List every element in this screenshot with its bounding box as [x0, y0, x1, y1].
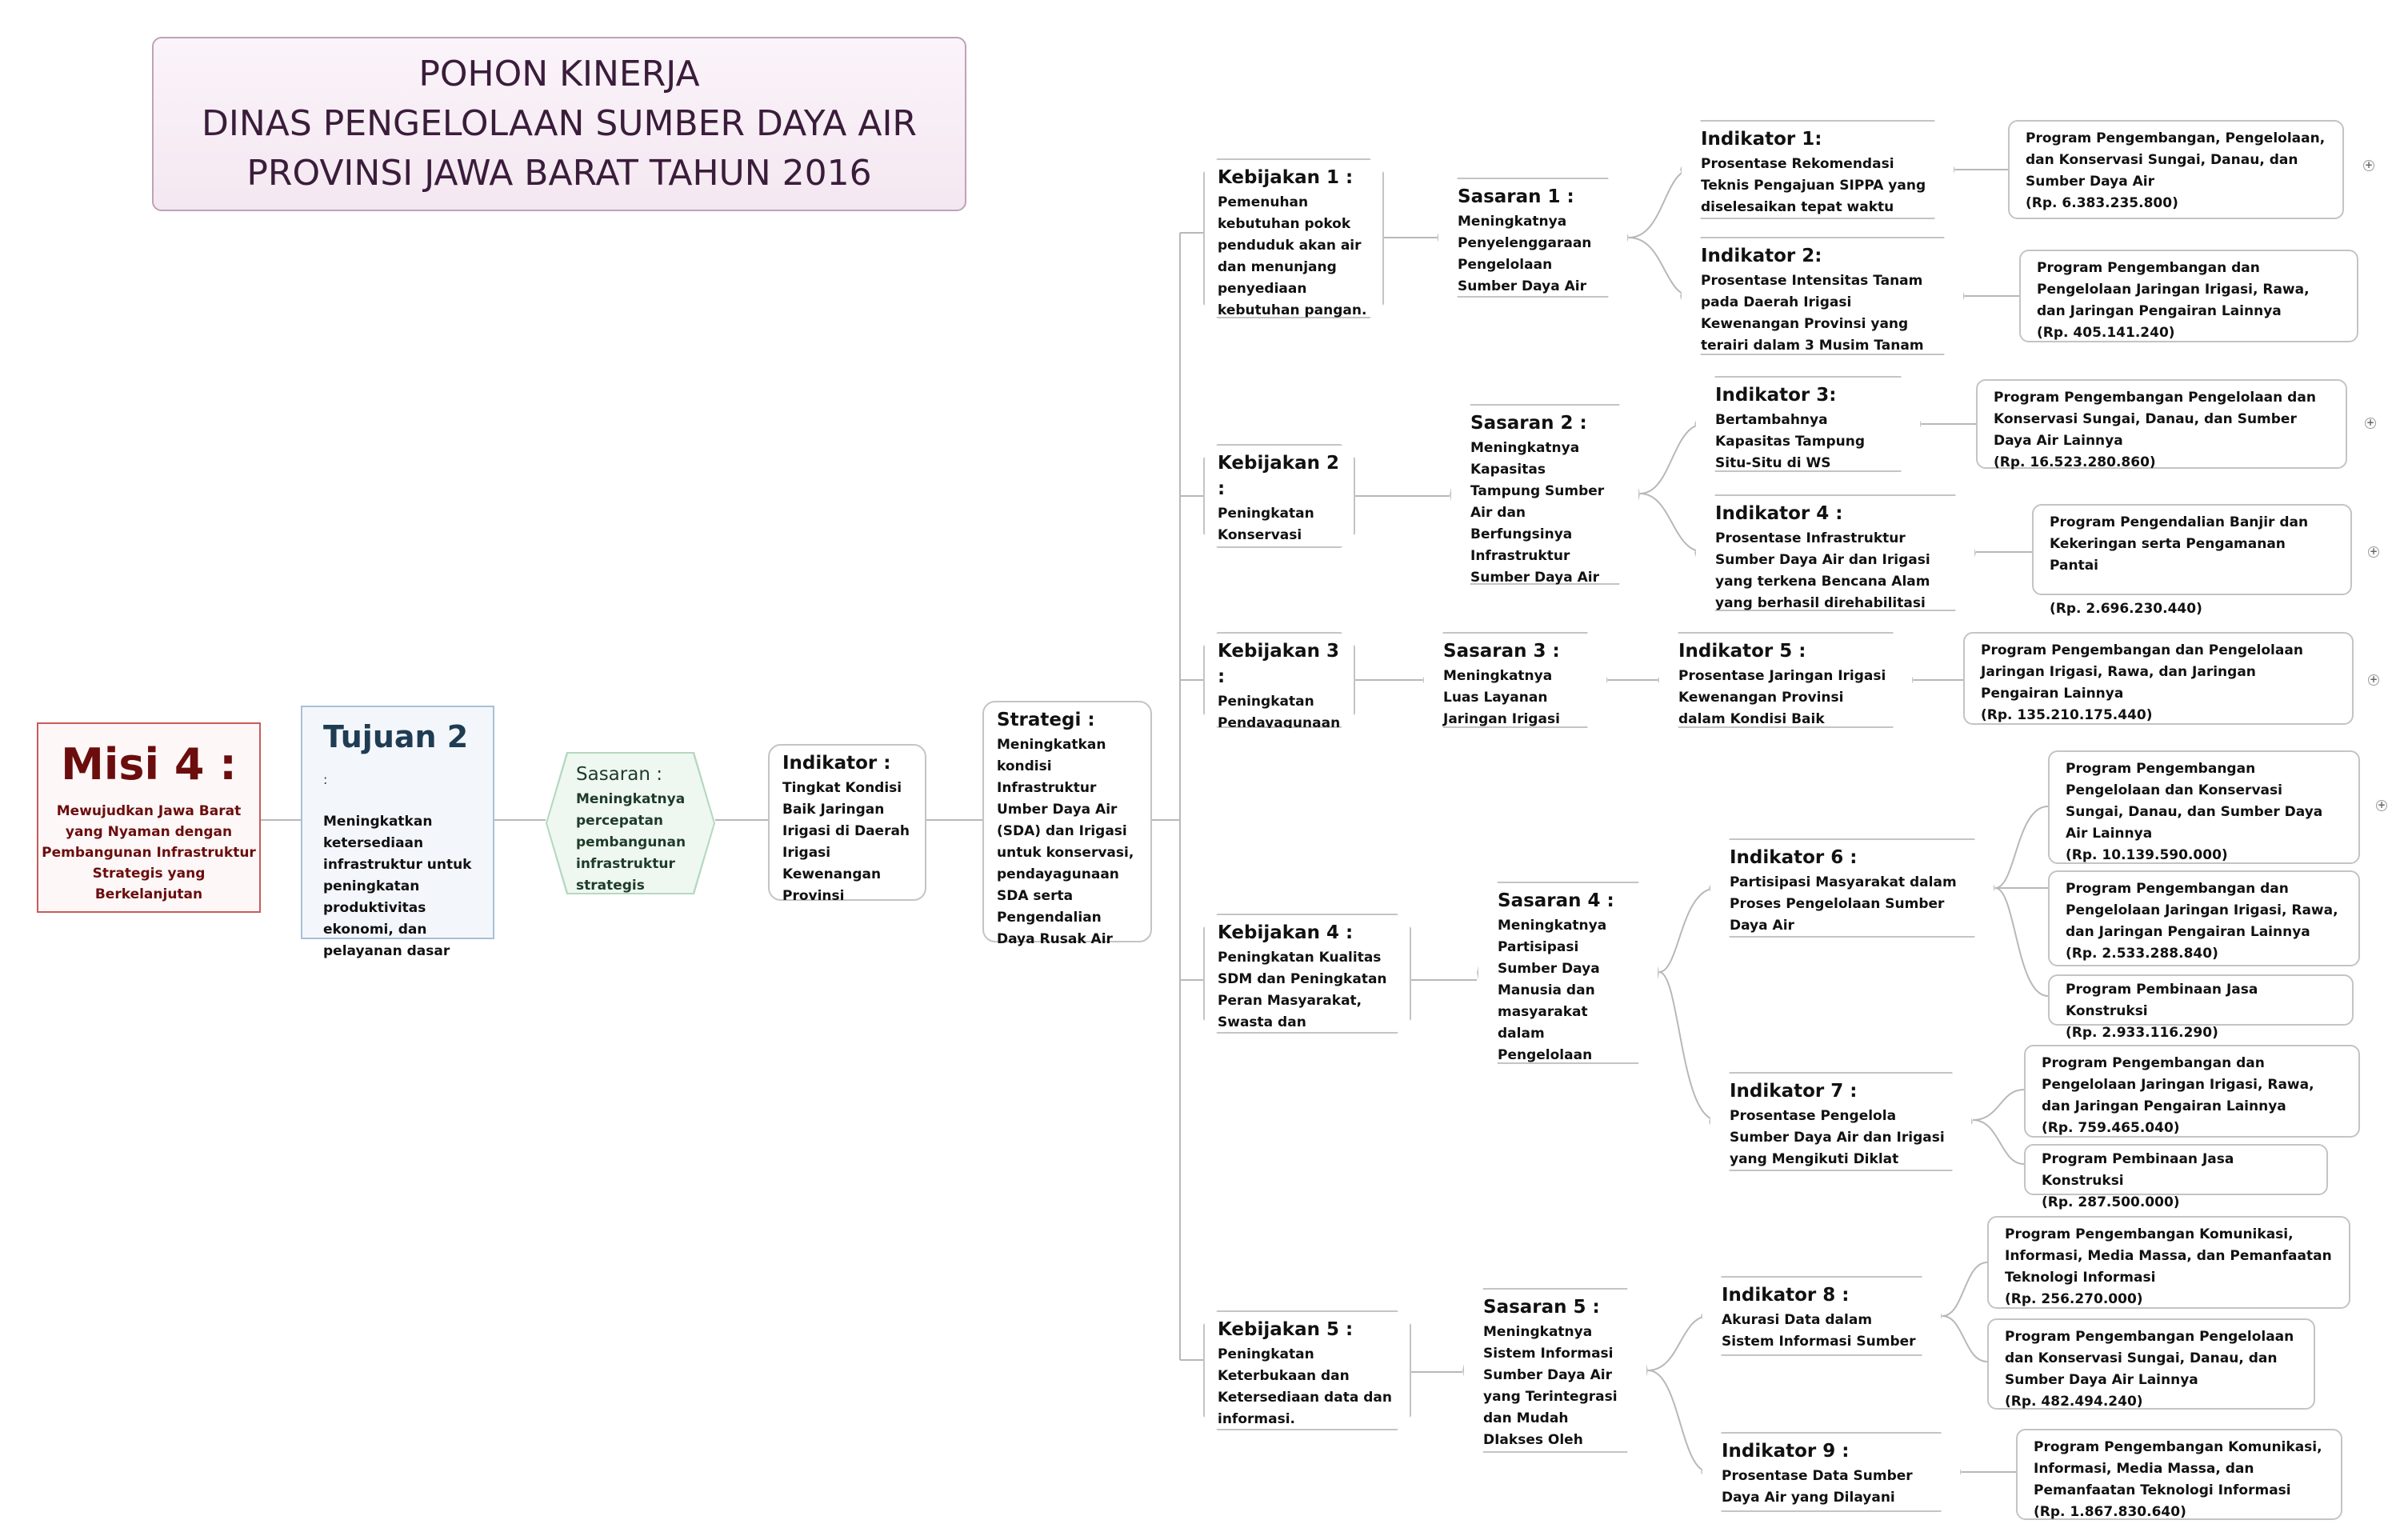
program-node: Program Pengembangan Pengelolaan dan Kon…: [1976, 379, 2347, 470]
tujuan-heading: Tujuan 2 :: [323, 719, 469, 787]
indikator-node: Indikator : Tingkat Kondisi Baik Jaringa…: [768, 744, 926, 904]
program-node: Program Pengembangan Komunikasi, Informa…: [1987, 1216, 2350, 1309]
program-node: Program Pengembangan dan Pengelolaan Jar…: [2048, 870, 2360, 966]
misi-heading: Misi 4 :: [61, 739, 237, 790]
expand-icon[interactable]: +: [2376, 799, 2387, 811]
kebijakan-1-node: Kebijakan 1 : Pemenuhan kebutuhan pokok …: [1203, 158, 1384, 318]
indikator-9-node: Indikator 9 : Prosentase Data Sumber Day…: [1701, 1432, 1962, 1512]
kebijakan-5-node: Kebijakan 5 : Peningkatan Keterbukaan da…: [1203, 1310, 1411, 1430]
kebijakan-3-node: Kebijakan 3 : Peningkatan Pendayagunaan …: [1203, 632, 1355, 728]
tujuan-text: Meningkatkan ketersediaan infrastruktur …: [323, 814, 472, 959]
diagram-title: POHON KINERJA DINAS PENGELOLAAN SUMBER D…: [152, 37, 966, 211]
sasaran-5-node: Sasaran 5 : Meningkatnya Sistem Informas…: [1462, 1288, 1648, 1453]
misi-text: Mewujudkan Jawa Barat yang Nyaman dengan…: [42, 803, 256, 902]
program-node: Program Pengendalian Banjir dan Kekering…: [2032, 504, 2352, 617]
tujuan-node: Tujuan 2 : Meningkatkan ketersediaan inf…: [301, 706, 494, 959]
program-node: Program Pengembangan dan Pengelolaan Jar…: [1963, 632, 2354, 725]
title-line-2: DINAS PENGELOLAAN SUMBER DAYA AIR: [202, 103, 917, 144]
expand-icon[interactable]: +: [2368, 546, 2379, 558]
expand-icon[interactable]: +: [2363, 159, 2374, 171]
indikator-4-node: Indikator 4 : Prosentase Infrastruktur S…: [1694, 494, 1976, 611]
title-line-1: POHON KINERJA: [418, 54, 700, 94]
program-node: Program Pengembangan dan Pengelolaan Jar…: [2019, 250, 2358, 342]
sasaran-1-node: Sasaran 1 : Meningkatnya Penyelenggaraan…: [1437, 178, 1629, 298]
indikator-8-node: Indikator 8 : Akurasi Data dalam Sistem …: [1701, 1276, 1942, 1356]
expand-icon[interactable]: +: [2368, 674, 2379, 686]
sasaran-node: Sasaran : Meningkatnya percepatan pemban…: [546, 752, 715, 894]
indikator-3-node: Indikator 3: Bertambahnya Kapasitas Tamp…: [1694, 376, 1922, 472]
program-node: Program Pengembangan Komunikasi, Informa…: [2016, 1429, 2342, 1520]
indikator-1-node: Indikator 1: Prosentase Rekomendasi Tekn…: [1680, 120, 1955, 219]
sasaran-3-node: Sasaran 3 : Meningkatnya Luas Layanan Ja…: [1422, 632, 1608, 728]
kebijakan-2-node: Kebijakan 2 : Peningkatan Konservasi Sum…: [1203, 444, 1355, 548]
misi-node: Misi 4 : Mewujudkan Jawa Barat yang Nyam…: [37, 722, 261, 913]
indikator-2-node: Indikator 2: Prosentase Intensitas Tanam…: [1680, 237, 1965, 355]
indikator-7-node: Indikator 7 : Prosentase Pengelola Sumbe…: [1709, 1072, 1973, 1171]
program-node: Program Pengembangan dan Pengelolaan Jar…: [2024, 1045, 2360, 1138]
program-node: Program Pengembangan Pengelolaan dan Kon…: [1987, 1318, 2315, 1410]
sasaran-text: Meningkatnya percepatan pembangunan infr…: [576, 791, 686, 894]
strategi-node: Strategi : Meningkatkan kondisi Infrastr…: [982, 701, 1152, 947]
sasaran-heading: Sasaran :: [576, 764, 662, 785]
indikator-6-node: Indikator 6 : Partisipasi Masyarakat dal…: [1709, 838, 1995, 938]
kebijakan-4-node: Kebijakan 4 : Peningkatan Kualitas SDM d…: [1203, 914, 1411, 1034]
title-line-3: PROVINSI JAWA BARAT TAHUN 2016: [246, 153, 872, 194]
program-node: Program Pengembangan, Pengelolaan, dan K…: [2008, 120, 2344, 219]
indikator-5-node: Indikator 5 : Prosentase Jaringan Irigas…: [1658, 632, 1914, 728]
program-node: Program Pembinaan Jasa Konstruksi (Rp. 2.…: [2048, 974, 2354, 1041]
expand-icon[interactable]: +: [2365, 417, 2376, 429]
program-node: Program Pengembangan Pengelolaan dan Kon…: [2048, 750, 2360, 864]
sasaran-4-node: Sasaran 4 : Meningkatnya Partisipasi Sum…: [1477, 882, 1659, 1064]
program-node: Program Pembinaan Jasa Konstruksi (Rp. 28…: [2024, 1144, 2328, 1210]
sasaran-2-node: Sasaran 2 : Meningkatnya Kapasitas Tampu…: [1450, 404, 1640, 585]
